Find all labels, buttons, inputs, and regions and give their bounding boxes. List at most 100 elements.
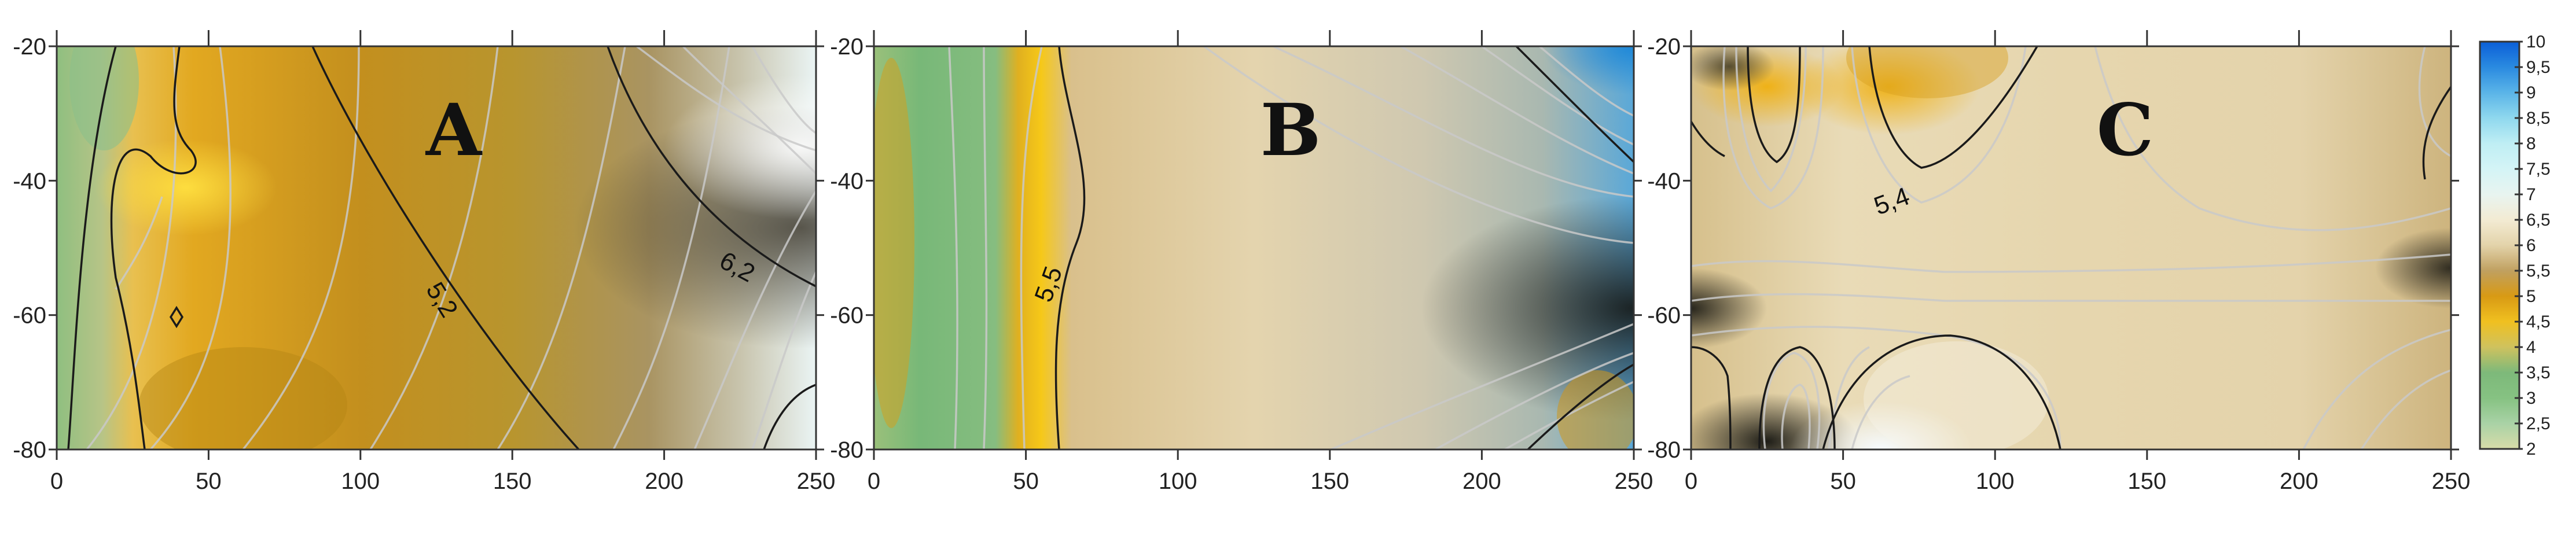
isoline xyxy=(682,46,816,175)
panel-b-frame xyxy=(873,45,1635,451)
isoline xyxy=(1868,46,2038,169)
isoline xyxy=(948,46,958,449)
y-tick-label: -80 xyxy=(830,437,863,463)
colorbar-label: 7 xyxy=(2526,185,2536,204)
y-tick-label: -60 xyxy=(13,303,46,329)
colorbar-label: 7,5 xyxy=(2526,160,2551,179)
isoline xyxy=(1822,334,2061,449)
panel-c-frame xyxy=(1690,45,2452,451)
colorbar-label: 2,5 xyxy=(2526,414,2551,433)
isoline xyxy=(635,46,816,152)
colorbar-label: 5,5 xyxy=(2526,261,2551,281)
isoline xyxy=(763,384,816,449)
colorbar-label: 4 xyxy=(2526,338,2536,357)
y-tick-label: -40 xyxy=(1647,168,1681,194)
isoline xyxy=(1758,346,1836,449)
isoline xyxy=(1435,352,1634,449)
y-tick-label: -40 xyxy=(830,168,863,194)
y-tick-label: -20 xyxy=(1647,34,1681,60)
x-tick-label: 100 xyxy=(1976,469,2015,494)
x-tick-label: 50 xyxy=(1013,469,1039,494)
x-tick-label: 50 xyxy=(1830,469,1856,494)
isoline xyxy=(1747,46,1801,164)
isoline xyxy=(1538,46,1634,117)
isoline xyxy=(1054,46,1086,449)
panel-a-letter: A xyxy=(425,89,483,172)
isoline xyxy=(369,46,499,449)
isoline xyxy=(1828,346,1870,449)
x-tick-label: 250 xyxy=(2432,469,2471,494)
isoline xyxy=(1691,293,2451,302)
x-tick-label: 50 xyxy=(196,469,222,494)
isoline xyxy=(1722,46,1824,209)
x-tick-label: 0 xyxy=(1685,469,1697,494)
x-tick-label: 150 xyxy=(2127,469,2166,494)
x-tick-label: 0 xyxy=(50,469,63,494)
isoline xyxy=(2422,86,2451,180)
x-tick-label: 200 xyxy=(2280,469,2318,494)
y-tick-label: -60 xyxy=(830,303,863,329)
x-tick-label: 100 xyxy=(341,469,380,494)
x-tick-label: 0 xyxy=(868,469,880,494)
colorbar-label: 10 xyxy=(2526,32,2545,51)
isoline xyxy=(149,46,231,449)
colorbar-label: 8,5 xyxy=(2526,109,2551,128)
isoline xyxy=(607,46,816,288)
isoline xyxy=(86,46,177,449)
isoline xyxy=(1781,384,1811,449)
isoline xyxy=(1480,46,1634,146)
isoline xyxy=(1691,346,1732,449)
isoline xyxy=(1020,46,1043,449)
x-tick-label: 200 xyxy=(1462,469,1501,494)
isoline xyxy=(169,305,184,329)
isoline xyxy=(2302,329,2451,449)
isoline xyxy=(311,46,580,449)
colorbar-gradient xyxy=(2480,42,2519,449)
isoline xyxy=(751,46,816,134)
x-tick-label: 250 xyxy=(797,469,836,494)
isoline xyxy=(1331,323,1634,449)
colorbar-label: 3,5 xyxy=(2526,363,2551,382)
y-tick-label: -20 xyxy=(13,34,46,60)
isoline xyxy=(1851,46,2027,204)
panel-a-frame xyxy=(56,45,817,451)
isoline xyxy=(2418,46,2451,157)
x-tick-label: 150 xyxy=(493,469,532,494)
isoline xyxy=(1203,46,1634,244)
panel-c-letter: C xyxy=(2097,89,2154,172)
isoline xyxy=(1851,375,1910,449)
colorbar-label: 8 xyxy=(2526,134,2536,153)
x-tick-label: 150 xyxy=(1310,469,1349,494)
axes: 0 50 100 150 200 250-20-40-60-800 50 100 150 200 2… xyxy=(13,30,2470,494)
y-tick-label: -80 xyxy=(1647,437,1681,463)
colorbar-label: 6,5 xyxy=(2526,211,2551,230)
colorbar-label: 9 xyxy=(2526,83,2536,102)
isoline xyxy=(1273,46,1634,198)
isoline xyxy=(1527,363,1634,449)
panel-b: B 5,5 xyxy=(873,45,1635,451)
y-tick-label: -20 xyxy=(830,34,863,60)
y-tick-label: -80 xyxy=(13,437,46,463)
x-tick-label: 250 xyxy=(1615,469,1653,494)
panel-a: A 5,2 6,2 xyxy=(56,45,817,451)
isoline xyxy=(693,190,816,449)
colorbar-label: 4,5 xyxy=(2526,312,2551,331)
isoline xyxy=(751,271,816,449)
isoline xyxy=(67,46,117,449)
colorbar-ticks: 10 9,5 9 8,5 8 7,5 7 6,5 6 5,5 5 4,5 4 3,5 3 2,5 2 xyxy=(2515,32,2551,459)
colorbar-label: 3 xyxy=(2526,389,2536,408)
panel-b-letter: B xyxy=(1261,89,1321,172)
isoline xyxy=(983,46,988,449)
panel-c: C 5,4 xyxy=(1690,45,2452,451)
x-tick-label: 200 xyxy=(645,469,683,494)
isoline xyxy=(612,46,730,449)
isoline xyxy=(115,196,163,290)
y-tick-label: -60 xyxy=(1647,303,1681,329)
isoline xyxy=(1735,46,1807,193)
isoline xyxy=(110,46,197,449)
isoline xyxy=(2094,46,2451,231)
isoline xyxy=(1691,121,1725,157)
isoline xyxy=(2360,369,2451,449)
y-tick-label: -40 xyxy=(13,168,46,194)
